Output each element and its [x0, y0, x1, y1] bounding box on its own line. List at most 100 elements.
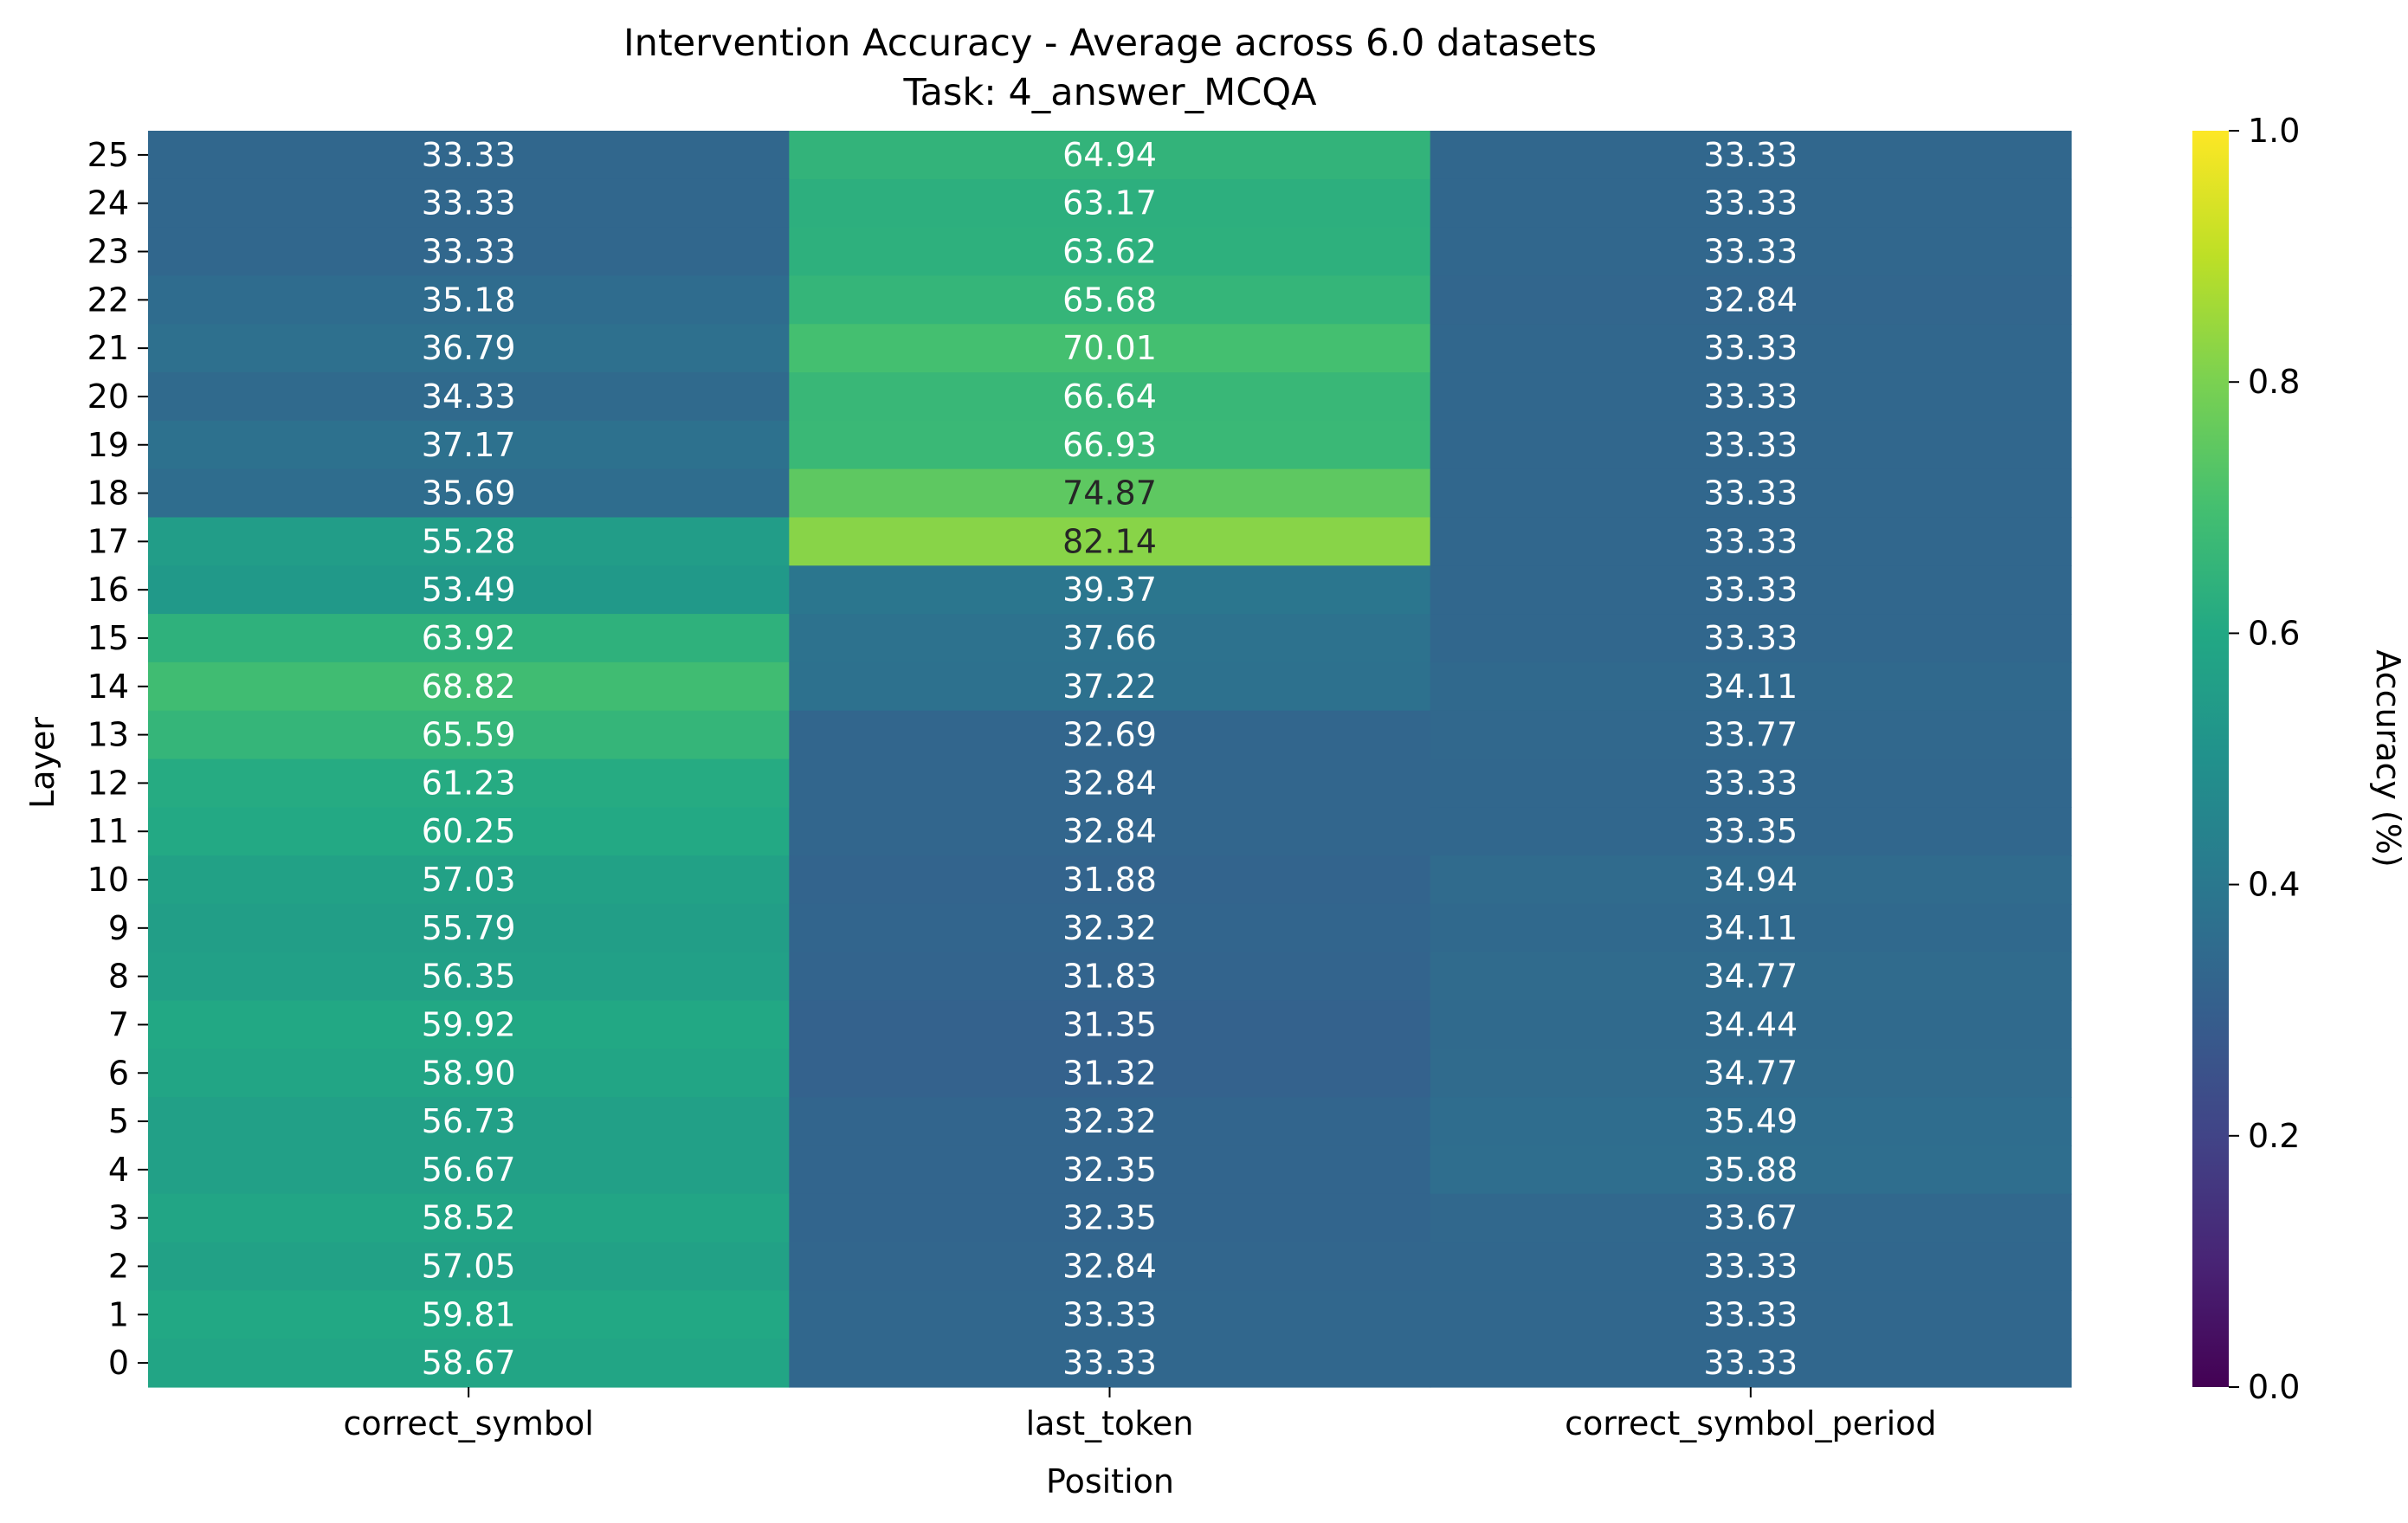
cell-value-label: 65.59 — [422, 716, 516, 754]
colorbar-ticks: 0.0 0.2 0.4 0.6 0.8 1.0 — [2229, 112, 2300, 1406]
y-tick-label: 0 — [108, 1344, 129, 1382]
cell-value-label: 57.05 — [422, 1247, 516, 1285]
heatmap-cell — [148, 565, 790, 615]
cell-value-label: 61.23 — [422, 764, 516, 802]
cell-value-label: 32.32 — [1062, 909, 1157, 947]
cell-value-label: 63.17 — [1062, 184, 1157, 223]
cell-value-label: 58.67 — [422, 1344, 516, 1382]
heatmap-cell — [1430, 1193, 2072, 1243]
cell-value-label: 56.73 — [422, 1102, 516, 1140]
y-tick-label: 15 — [87, 619, 129, 657]
cell-value-label: 32.35 — [1062, 1199, 1157, 1237]
cell-value-label: 33.33 — [1703, 1295, 1798, 1333]
cell-value-label: 33.77 — [1703, 716, 1798, 754]
cell-value-label: 53.49 — [422, 571, 516, 609]
heatmap-cell — [148, 1049, 790, 1098]
heatmap-cell — [1430, 807, 2072, 856]
y-tick-label: 22 — [87, 281, 129, 319]
cell-value-label: 33.33 — [1703, 136, 1798, 174]
cell-value-label: 64.94 — [1062, 136, 1157, 174]
heatmap-cell — [148, 131, 790, 180]
heatmap-cell — [1430, 952, 2072, 1002]
heatmap-cell — [148, 1339, 790, 1388]
heatmap-cell — [789, 565, 1431, 615]
heatmap-cell — [1430, 1242, 2072, 1291]
cell-value-label: 33.33 — [1703, 522, 1798, 560]
heatmap-cell — [1430, 1049, 2072, 1098]
colorbar-tick-label: 0.4 — [2248, 866, 2300, 904]
x-tick-label: correct_symbol_period — [1565, 1404, 1936, 1442]
cell-value-label: 32.32 — [1062, 1102, 1157, 1140]
heatmap-cell — [1430, 565, 2072, 615]
heatmap-cell — [789, 1290, 1431, 1339]
heatmap-cell — [789, 227, 1431, 277]
heatmap-cell-labels: 33.33 64.94 33.33 33.33 63.17 33.33 33.33 63.62… — [422, 136, 1798, 1382]
heatmap-cell — [1430, 1290, 2072, 1339]
heatmap-cell — [789, 1049, 1431, 1098]
heatmap-cell — [1430, 661, 2072, 712]
y-tick-label: 10 — [87, 861, 129, 899]
y-axis-label: Layer — [23, 717, 61, 809]
heatmap-cell — [148, 1290, 790, 1339]
colorbar-tick-label: 0.2 — [2248, 1117, 2300, 1155]
heatmap-cell — [789, 372, 1431, 422]
heatmap-cell — [1430, 614, 2072, 663]
y-tick-label: 4 — [108, 1151, 129, 1189]
y-tick-label: 7 — [108, 1005, 129, 1043]
cell-value-label: 34.33 — [422, 378, 516, 416]
y-tick-label: 1 — [108, 1295, 129, 1333]
x-axis-label: Position — [1046, 1462, 1174, 1500]
heatmap-cell — [789, 807, 1431, 856]
heatmap-cell — [789, 275, 1431, 325]
cell-value-label: 35.69 — [422, 474, 516, 513]
heatmap-cells — [148, 131, 2072, 1388]
cell-value-label: 33.33 — [1062, 1295, 1157, 1333]
heatmap-cell — [148, 517, 790, 566]
heatmap-cell — [789, 420, 1431, 470]
y-axis-ticks: 2524232221201918171615141312111098765432… — [87, 136, 148, 1382]
y-tick-label: 8 — [108, 958, 129, 996]
heatmap-cell — [1430, 1339, 2072, 1388]
cell-value-label: 56.67 — [422, 1151, 516, 1189]
heatmap-cell — [789, 178, 1431, 229]
cell-value-label: 36.79 — [422, 329, 516, 367]
cell-value-label: 70.01 — [1062, 329, 1157, 367]
cell-value-label: 34.94 — [1703, 861, 1798, 899]
cell-value-label: 33.33 — [1703, 571, 1798, 609]
heatmap-cell — [789, 758, 1431, 808]
cell-value-label: 32.69 — [1062, 716, 1157, 754]
heatmap-cell — [1430, 468, 2072, 519]
heatmap-cell — [148, 1000, 790, 1049]
cell-value-label: 31.35 — [1062, 1005, 1157, 1043]
chart-subtitle: Task: 4_answer_MCQA — [902, 71, 1317, 114]
heatmap-cell — [1430, 710, 2072, 760]
x-axis-ticks: correct_symbol last_token correct_symbol_p… — [344, 1387, 1937, 1442]
cell-value-label: 35.49 — [1703, 1102, 1798, 1140]
heatmap-cell — [1430, 227, 2072, 277]
cell-value-label: 33.33 — [1062, 1344, 1157, 1382]
cell-value-label: 58.52 — [422, 1199, 516, 1237]
cell-value-label: 34.11 — [1703, 909, 1798, 947]
y-tick-label: 24 — [87, 184, 129, 223]
heatmap-cell — [789, 710, 1431, 760]
cell-value-label: 74.87 — [1062, 474, 1157, 513]
heatmap-cell — [1430, 1097, 2072, 1146]
cell-value-label: 65.68 — [1062, 281, 1157, 319]
heatmap-cell — [148, 903, 790, 953]
heatmap-cell — [1430, 131, 2072, 180]
x-tick-label: last_token — [1026, 1404, 1194, 1442]
cell-value-label: 34.77 — [1703, 1054, 1798, 1092]
heatmap-cell — [789, 1339, 1431, 1388]
cell-value-label: 35.88 — [1703, 1151, 1798, 1189]
heatmap-cell — [148, 710, 790, 760]
cell-value-label: 32.84 — [1062, 764, 1157, 802]
cell-value-label: 63.62 — [1062, 233, 1157, 271]
cell-value-label: 33.33 — [1703, 329, 1798, 367]
y-tick-label: 21 — [87, 329, 129, 367]
heatmap-cell — [1430, 420, 2072, 470]
heatmap-cell — [789, 661, 1431, 712]
colorbar — [2192, 131, 2229, 1387]
cell-value-label: 39.37 — [1062, 571, 1157, 609]
heatmap-cell — [789, 324, 1431, 373]
cell-value-label: 35.18 — [422, 281, 516, 319]
